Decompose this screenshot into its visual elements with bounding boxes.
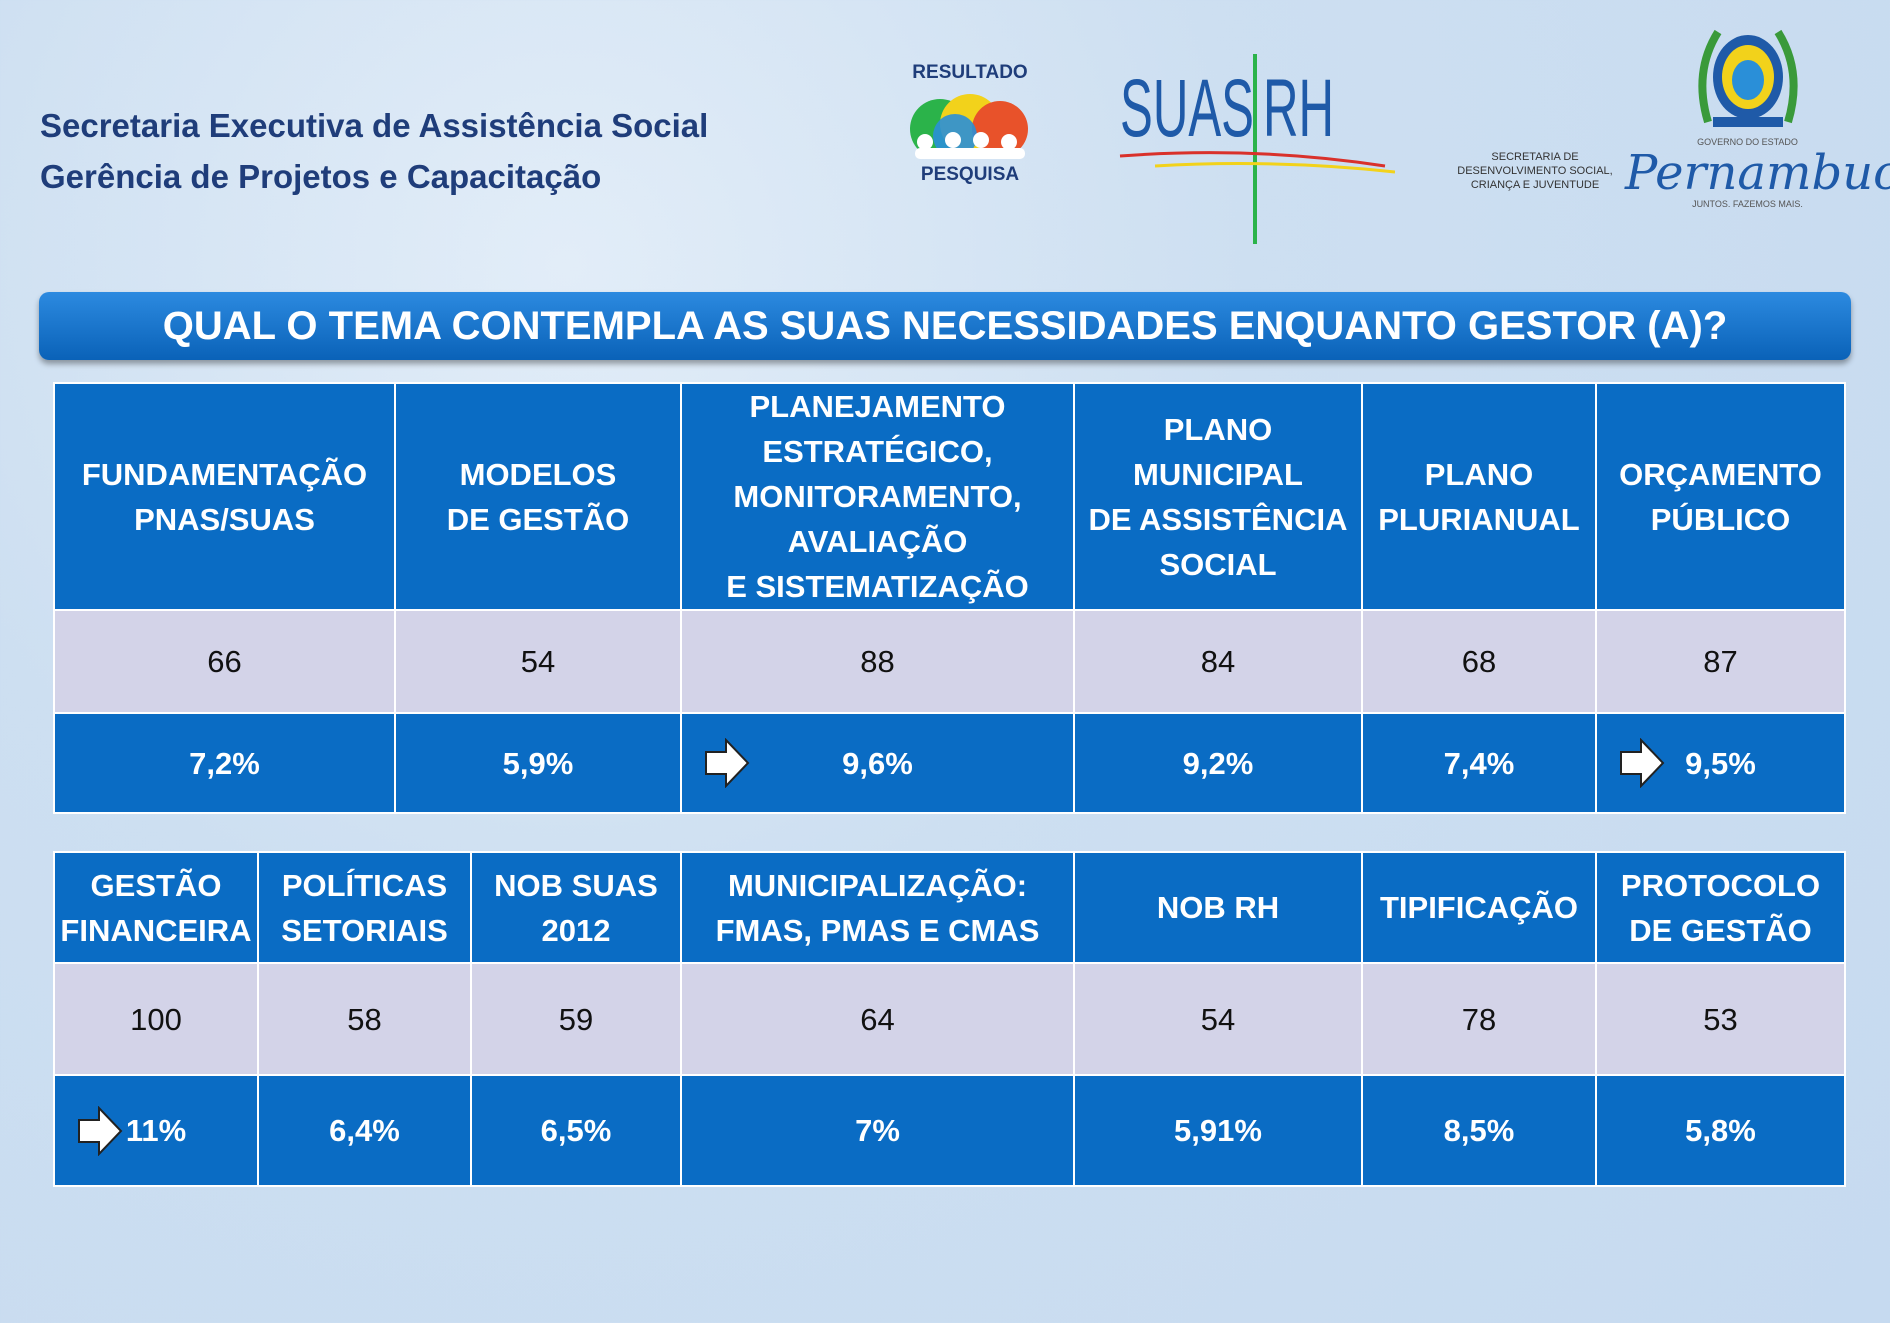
table-row: 7,2% 5,9% 9,6% 9,2% 7,4% 9,5% xyxy=(53,712,1846,814)
count-cell: 78 xyxy=(1361,962,1597,1076)
table-row: 66 54 88 84 68 87 xyxy=(53,609,1846,714)
secretaria-text: SECRETARIA DE DESENVOLVIMENTO SOCIAL, CR… xyxy=(1457,151,1613,191)
table-row: FUNDAMENTAÇÃO PNAS/SUAS MODELOS DE GESTÃO… xyxy=(53,382,1846,611)
header-cell: MUNICIPALIZAÇÃO: FMAS, PMAS E CMAS xyxy=(680,851,1075,964)
percent-cell: 9,6% xyxy=(680,712,1075,814)
count-cell: 84 xyxy=(1073,609,1363,714)
logo-text: PESQUISA xyxy=(920,164,1020,185)
percent-cell: 11% xyxy=(53,1074,259,1187)
percent-cell: 9,5% xyxy=(1595,712,1846,814)
logo-text: RH xyxy=(1263,63,1335,154)
header-cell: NOB SUAS 2012 xyxy=(470,851,682,964)
count-cell: 54 xyxy=(394,609,682,714)
percent-cell: 7,2% xyxy=(53,712,396,814)
table-row: GESTÃO FINANCEIRA POLÍTICAS SETORIAIS NOB … xyxy=(53,851,1846,964)
logo-text: JUNTOS. FAZEMOS MAIS. xyxy=(1692,199,1803,209)
header-cell: TIPIFICAÇÃO xyxy=(1361,851,1597,964)
table-row: 11% 6,4% 6,5% 7% 5,91% 8,5% 5,8% xyxy=(53,1074,1846,1187)
header-cell: NOB RH xyxy=(1073,851,1363,964)
header-cell: FUNDAMENTAÇÃO PNAS/SUAS xyxy=(53,382,396,611)
header: Secretaria Executiva de Assistência Soci… xyxy=(40,100,708,202)
logo-graphic xyxy=(1119,54,1395,244)
header-cell: PROTOCOLO DE GESTÃO xyxy=(1595,851,1846,964)
count-cell: 58 xyxy=(257,962,472,1076)
count-cell: 66 xyxy=(53,609,396,714)
header-cell: GESTÃO FINANCEIRA xyxy=(53,851,259,964)
percent-cell: 6,5% xyxy=(470,1074,682,1187)
percent-cell: 7% xyxy=(680,1074,1075,1187)
resultado-logo: RESULTADO PESQUISA xyxy=(895,62,1045,197)
percent-cell: 6,4% xyxy=(257,1074,472,1187)
logo-text: Pernambuco xyxy=(1625,145,1890,201)
logo-text: RESULTADO xyxy=(912,62,1028,83)
count-cell: 100 xyxy=(53,962,259,1076)
logo-text: GOVERNO DO ESTADO xyxy=(1697,137,1798,147)
count-cell: 59 xyxy=(470,962,682,1076)
question-title: QUAL O TEMA CONTEMPLA AS SUAS NECESSIDAD… xyxy=(39,292,1851,360)
count-cell: 88 xyxy=(680,609,1075,714)
arrow-icon xyxy=(1620,738,1665,788)
count-cell: 68 xyxy=(1361,609,1597,714)
header-cell: MODELOS DE GESTÃO xyxy=(394,382,682,611)
percent-cell: 9,2% xyxy=(1073,712,1363,814)
header-cell: PLANO PLURIANUAL xyxy=(1361,382,1597,611)
arrow-icon xyxy=(78,1105,123,1156)
percent-cell: 7,4% xyxy=(1361,712,1597,814)
count-cell: 53 xyxy=(1595,962,1846,1076)
results-table: FUNDAMENTAÇÃO PNAS/SUAS MODELOS DE GESTÃO… xyxy=(53,382,1846,814)
percent-cell: 5,8% xyxy=(1595,1074,1846,1187)
logo-text: SUAS xyxy=(1120,63,1254,154)
table-row: 100 58 59 64 54 78 53 xyxy=(53,962,1846,1076)
header-cell: ORÇAMENTO PÚBLICO xyxy=(1595,382,1846,611)
suasrh-logo: SUAS RH xyxy=(1115,54,1395,244)
count-cell: 54 xyxy=(1073,962,1363,1076)
logo-graphic xyxy=(910,94,1028,159)
percent-cell: 8,5% xyxy=(1361,1074,1597,1187)
header-cell: PLANO MUNICIPAL DE ASSISTÊNCIA SOCIAL xyxy=(1073,382,1363,611)
count-cell: 87 xyxy=(1595,609,1846,714)
header-cell: POLÍTICAS SETORIAIS xyxy=(257,851,472,964)
results-table: GESTÃO FINANCEIRA POLÍTICAS SETORIAIS NOB … xyxy=(53,851,1846,1187)
coat-of-arms xyxy=(1697,29,1798,127)
header-cell: PLANEJAMENTO ESTRATÉGICO, MONITORAMENTO,… xyxy=(680,382,1075,611)
header-line: Gerência de Projetos e Capacitação xyxy=(40,158,602,195)
count-cell: 64 xyxy=(680,962,1075,1076)
arrow-icon xyxy=(705,738,750,788)
percent-cell: 5,9% xyxy=(394,712,682,814)
header-line: Secretaria Executiva de Assistência Soci… xyxy=(40,107,709,144)
pernambuco-logo: GOVERNO DO ESTADO Pernambuco JUNTOS. FAZ… xyxy=(1625,22,1890,222)
percent-cell: 5,91% xyxy=(1073,1074,1363,1187)
